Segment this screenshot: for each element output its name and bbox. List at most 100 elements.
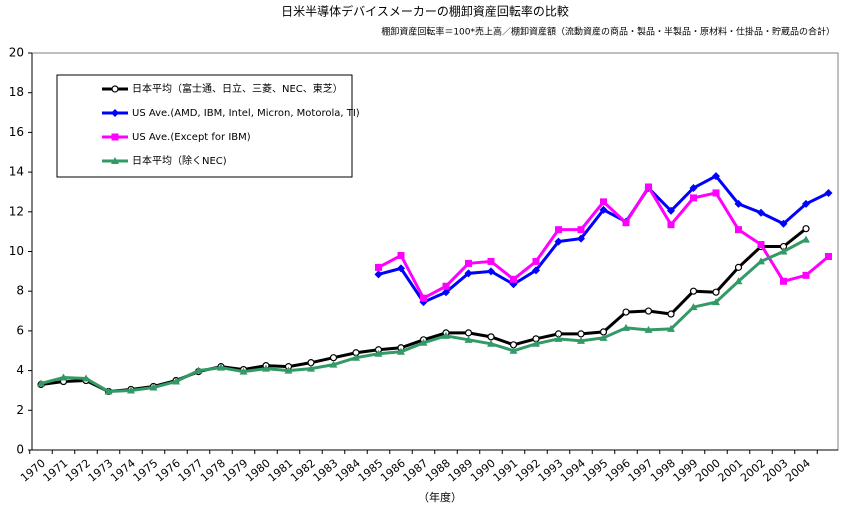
x-tick-label: 1999 — [671, 457, 701, 485]
marker — [622, 323, 630, 331]
x-tick-label: 1983 — [311, 457, 341, 485]
marker — [487, 339, 495, 347]
chart-title: 日米半導体デバイスメーカーの棚卸資産回転率の比較 — [281, 4, 569, 19]
marker — [284, 366, 293, 374]
marker — [397, 347, 405, 355]
marker — [667, 324, 675, 332]
marker — [734, 199, 743, 208]
marker — [419, 338, 428, 346]
marker — [577, 226, 585, 234]
marker — [375, 263, 382, 271]
marker — [111, 157, 119, 164]
chart-subtitle: 棚卸資産回転率＝100*売上高／棚卸資産額（流動資産の商品・製品・半製品・原材料… — [381, 26, 835, 38]
marker — [262, 364, 270, 372]
marker — [690, 194, 697, 202]
marker — [352, 353, 360, 361]
marker — [712, 172, 720, 181]
marker — [734, 263, 743, 271]
y-tick-label: 8 — [16, 284, 24, 298]
marker — [464, 335, 473, 343]
x-tick-label: 1980 — [243, 457, 273, 485]
legend-label: 日本平均（除くNEC) — [132, 154, 227, 167]
marker — [577, 336, 585, 344]
marker — [82, 374, 90, 382]
marker — [757, 257, 765, 265]
marker — [329, 360, 338, 368]
x-tick-label: 2000 — [693, 457, 723, 485]
marker — [734, 277, 743, 285]
marker — [111, 109, 119, 117]
x-tick-label: 1978 — [198, 457, 228, 485]
x-tick-label: 1972 — [63, 457, 93, 485]
marker — [374, 270, 383, 279]
x-tick-label: 1990 — [468, 457, 498, 485]
marker — [532, 266, 540, 275]
x-axis-label: （年度） — [418, 490, 462, 504]
marker — [555, 226, 562, 234]
marker — [111, 85, 119, 93]
x-tick-label: 1984 — [333, 457, 363, 485]
y-tick-label: 10 — [9, 244, 24, 258]
marker — [735, 226, 742, 234]
x-tick-label: 1979 — [221, 457, 251, 485]
marker — [487, 333, 495, 341]
x-tick-label: 1986 — [378, 457, 408, 485]
marker — [532, 257, 540, 265]
marker — [397, 264, 405, 273]
marker — [487, 267, 495, 276]
x-tick-label: 1976 — [153, 457, 183, 485]
marker — [712, 189, 720, 197]
marker — [510, 275, 517, 283]
marker — [532, 339, 540, 347]
marker — [104, 387, 113, 395]
x-tick-label: 1997 — [626, 457, 656, 485]
marker — [779, 219, 788, 228]
marker — [307, 364, 315, 372]
marker — [802, 199, 810, 208]
y-tick-label: 4 — [16, 363, 24, 377]
marker — [374, 349, 383, 357]
y-tick-label: 2 — [16, 403, 24, 417]
marker — [599, 333, 608, 341]
marker — [689, 287, 698, 295]
marker — [779, 247, 788, 255]
x-tick-label: 1987 — [401, 457, 431, 485]
marker — [217, 363, 225, 371]
x-tick-label: 1996 — [603, 457, 633, 485]
marker — [577, 330, 585, 338]
x-tick-label: 1982 — [288, 457, 318, 485]
marker — [689, 183, 698, 192]
x-tick-label: 1988 — [423, 457, 453, 485]
marker — [667, 206, 675, 215]
x-tick-label: 2003 — [761, 457, 791, 485]
marker — [442, 288, 450, 297]
marker — [802, 235, 810, 243]
marker — [824, 188, 833, 197]
marker — [757, 241, 765, 249]
marker — [802, 225, 810, 233]
legend: 日本平均（富士通、日立、三菱、NEC、東芝） US Ave.(AMD, IBM, … — [56, 74, 360, 178]
marker — [599, 205, 608, 214]
x-tick-label: 1992 — [513, 457, 543, 485]
marker — [239, 367, 248, 375]
marker — [622, 308, 630, 316]
y-tick-label: 6 — [16, 323, 24, 337]
marker — [509, 346, 518, 354]
marker — [172, 377, 180, 385]
x-tick-label: 1973 — [86, 457, 116, 485]
marker — [644, 325, 653, 333]
legend-label: US Ave.(AMD, IBM, Intel, Micron, Motorol… — [132, 108, 360, 119]
marker — [59, 373, 68, 381]
legend-label: 日本平均（富士通、日立、三菱、NEC、東芝） — [132, 82, 343, 95]
marker — [465, 259, 472, 267]
marker — [780, 277, 787, 285]
marker — [802, 271, 810, 279]
marker — [645, 183, 652, 191]
x-tick-label: 1970 — [18, 457, 48, 485]
x-tick-label: 1974 — [108, 457, 138, 485]
marker — [554, 237, 563, 246]
marker — [577, 234, 585, 243]
marker — [667, 221, 675, 229]
marker — [194, 366, 203, 374]
